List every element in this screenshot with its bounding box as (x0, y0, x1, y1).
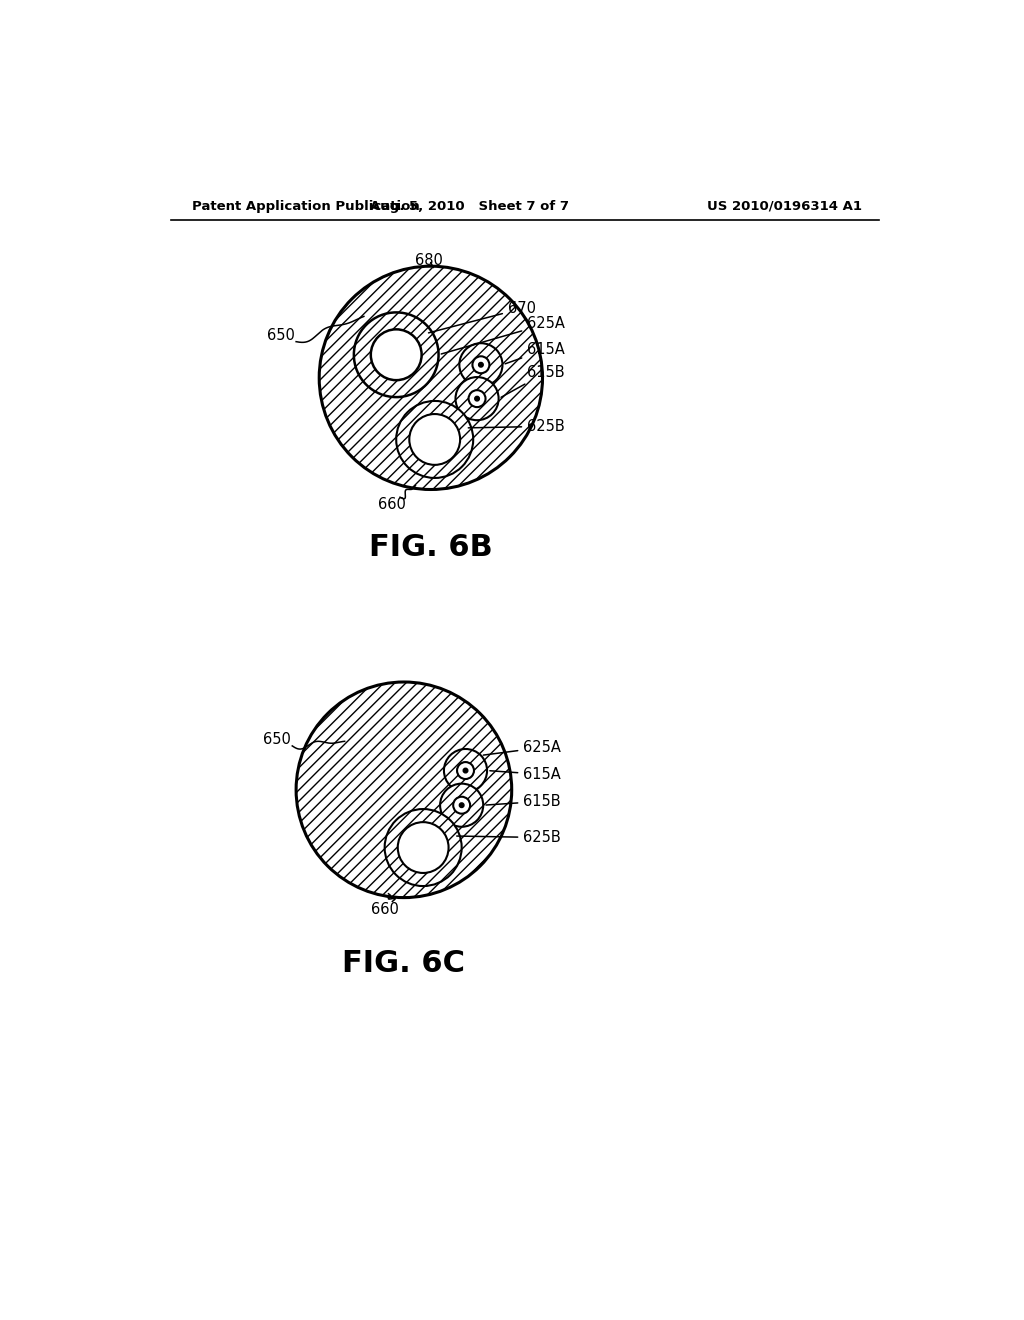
Circle shape (475, 396, 479, 401)
Text: 615B: 615B (486, 793, 561, 809)
Circle shape (371, 330, 422, 380)
Text: Aug. 5, 2010   Sheet 7 of 7: Aug. 5, 2010 Sheet 7 of 7 (370, 199, 569, 213)
Circle shape (469, 391, 485, 407)
Circle shape (440, 784, 483, 826)
Text: 625A: 625A (483, 741, 561, 755)
Text: 625B: 625B (457, 830, 561, 845)
Circle shape (460, 803, 464, 808)
Circle shape (472, 356, 489, 374)
Text: 650: 650 (263, 733, 291, 747)
Text: Patent Application Publication: Patent Application Publication (193, 199, 420, 213)
Text: 670: 670 (428, 301, 536, 333)
Circle shape (463, 768, 468, 774)
Circle shape (454, 797, 470, 813)
Circle shape (410, 414, 460, 465)
Circle shape (444, 748, 487, 792)
Text: 650: 650 (267, 327, 295, 343)
Text: 625B: 625B (468, 418, 565, 434)
Text: FIG. 6B: FIG. 6B (369, 533, 493, 562)
Circle shape (396, 401, 473, 478)
Circle shape (456, 378, 499, 420)
Text: 660: 660 (379, 498, 407, 512)
Circle shape (296, 682, 512, 898)
Text: 680: 680 (416, 252, 443, 268)
Text: FIG. 6C: FIG. 6C (342, 949, 466, 978)
Text: 615A: 615A (505, 342, 565, 364)
Circle shape (319, 267, 543, 490)
Circle shape (397, 822, 449, 873)
Text: 615B: 615B (501, 364, 564, 397)
Circle shape (385, 809, 462, 886)
Circle shape (460, 343, 503, 387)
Text: 625A: 625A (441, 317, 565, 354)
Text: 660: 660 (371, 902, 398, 916)
Text: 615A: 615A (489, 767, 561, 781)
Circle shape (457, 762, 474, 779)
Text: US 2010/0196314 A1: US 2010/0196314 A1 (707, 199, 862, 213)
Circle shape (354, 313, 438, 397)
Circle shape (478, 363, 483, 367)
